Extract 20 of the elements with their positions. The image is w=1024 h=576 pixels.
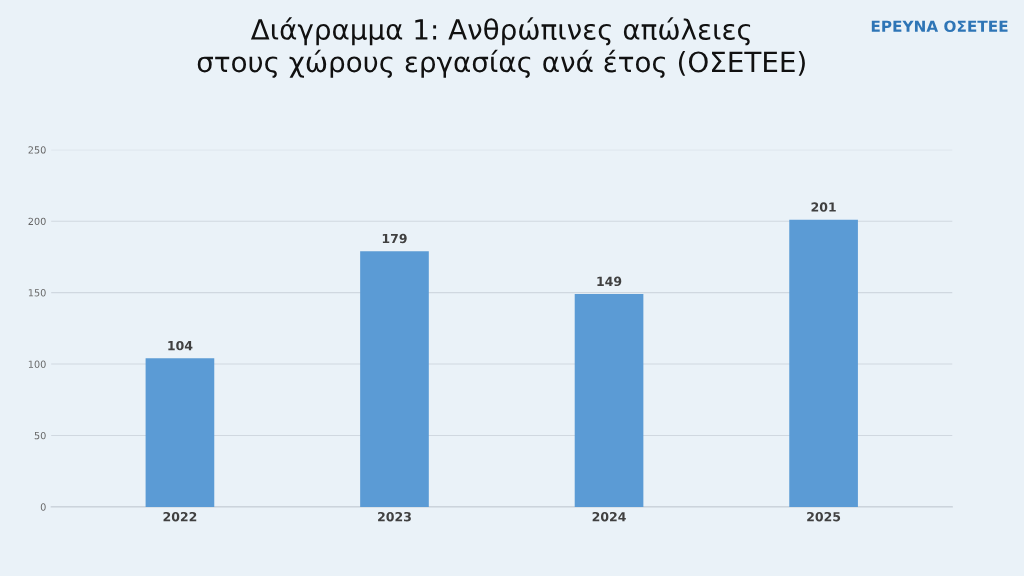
y-tick-label: 0 <box>40 503 46 511</box>
y-tick-label: 100 <box>28 360 46 368</box>
x-tick-label: 2023 <box>378 511 411 522</box>
chart-title: Διάγραμμα 1: Ανθρώπινες απώλειες στους χώρους εργασίας ανά έτος (ΟΣΕΤΕΕ) <box>197 17 805 78</box>
y-tick-label: 250 <box>28 146 46 154</box>
bar <box>574 294 644 507</box>
bar <box>145 358 215 507</box>
data-label: 104 <box>168 340 193 351</box>
bar <box>789 219 858 507</box>
x-tick-label: 2025 <box>807 511 841 522</box>
bar <box>360 251 429 507</box>
x-tick-label: 2022 <box>163 511 197 522</box>
y-tick-label: 50 <box>34 431 46 440</box>
data-label: 149 <box>597 276 622 287</box>
text: ΕΡΕΥΝΑ ΟΣΕΤΕΕ <box>871 20 1008 32</box>
data-label: 201 <box>811 202 836 212</box>
data-label: 179 <box>382 233 407 244</box>
y-tick-label: 200 <box>28 217 46 226</box>
x-tick-label: 2024 <box>592 511 626 522</box>
y-tick-label: 150 <box>28 289 46 297</box>
